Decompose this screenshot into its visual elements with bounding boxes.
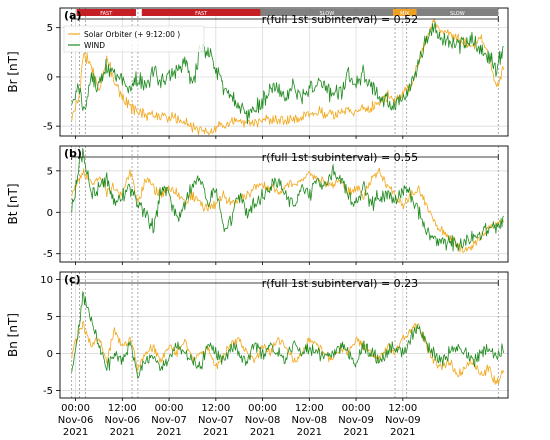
x-tick-label: 00:00 [155,403,184,414]
x-tick-label: 12:00 [295,403,324,414]
speed-band-mix [393,9,417,16]
series-line-solo [71,321,504,385]
speed-band-label: SLOW [320,11,335,17]
speed-band-fast [141,9,261,16]
time-axis: 00:00Nov-06202112:00Nov-06202100:00Nov-0… [58,403,421,438]
correlation-label: r(full 1st subinterval) = 0.23 [262,277,418,290]
x-tick-label: 2021 [250,427,275,438]
x-tick-label: Nov-07 [151,415,187,426]
x-tick-label: Nov-08 [245,415,281,426]
y-axis-label: Br [nT] [6,51,20,92]
speed-band-slow [260,9,394,16]
x-tick-label: 12:00 [201,403,230,414]
y-tick-label: 0 [47,208,53,219]
series-line-wind [71,147,504,252]
panel-bt: -5 0 5 r(full 1st subinterval) = 0.55 (b) Bt … [6,145,509,265]
x-tick-label: Nov-07 [198,415,234,426]
series-line-wind [71,21,504,125]
plot-frame [59,7,509,137]
y-tick-label: 10 [40,275,53,286]
x-tick-label: 2021 [203,427,228,438]
plot-frame [59,145,509,263]
speed-band-label: FAST [100,11,113,17]
legend-box [63,25,205,53]
y-tick-label: -5 [43,122,53,133]
panel-label: (b) [64,147,82,160]
series-line-wind [71,291,504,379]
correlation-label: r(full 1st subinterval) = 0.52 [262,13,418,26]
panel-bn: -5 0 5 10 r(full 1st subinterval) = 0.23 (c) B… [6,271,509,401]
x-tick-label: 2021 [343,427,368,438]
legend-label: WIND [84,41,105,50]
speed-band-label: SLOW [450,11,465,17]
plot-frame [59,271,509,399]
series-line-solo [71,167,504,253]
speed-band-fast [76,9,136,16]
y-tick-label: 5 [47,166,53,177]
panel-label: (a) [64,9,81,22]
speed-band-label: MIX [400,11,410,17]
x-tick-label: 00:00 [61,403,90,414]
x-tick-label: 2021 [297,427,322,438]
x-tick-label: 00:00 [342,403,371,414]
x-tick-label: Nov-06 [105,415,141,426]
speed-band-label: FAST [195,11,208,17]
series-line-solo [71,18,504,136]
y-tick-label: 5 [47,23,53,34]
speed-band-slow [416,9,499,16]
x-tick-label: 2021 [110,427,135,438]
y-tick-label: -5 [43,386,53,397]
y-tick-label: -5 [43,249,53,260]
x-tick-label: Nov-09 [338,415,374,426]
x-tick-label: 12:00 [388,403,417,414]
x-tick-label: Nov-09 [385,415,421,426]
x-tick-label: 2021 [63,427,88,438]
x-tick-label: 2021 [390,427,415,438]
y-axis-label: Bt [nT] [6,183,20,224]
legend-label: Solar Orbiter (+ 9:12:00 ) [84,30,180,39]
x-tick-label: 12:00 [108,403,137,414]
correlation-label: r(full 1st subinterval) = 0.55 [262,151,418,164]
y-tick-label: 0 [47,349,53,360]
y-tick-label: 5 [47,312,53,323]
x-tick-label: Nov-08 [292,415,328,426]
x-tick-label: 00:00 [248,403,277,414]
panel-label: (c) [64,273,81,286]
x-tick-label: 2021 [156,427,181,438]
y-tick-label: 0 [47,72,53,83]
y-axis-label: Bn [nT] [6,313,20,357]
x-tick-label: Nov-06 [58,415,94,426]
